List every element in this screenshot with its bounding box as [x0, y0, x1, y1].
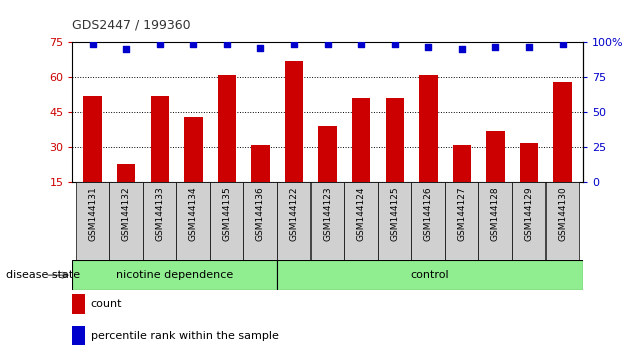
Point [558, 41, 568, 47]
Text: GSM144136: GSM144136 [256, 186, 265, 241]
Bar [109, 182, 142, 260]
Bar [176, 182, 210, 260]
Bar [72, 295, 84, 314]
Text: nicotine dependence: nicotine dependence [116, 270, 234, 280]
Text: GSM144134: GSM144134 [189, 186, 198, 241]
Point [323, 41, 333, 47]
Point [255, 45, 265, 51]
Bar [520, 143, 538, 217]
Bar [210, 182, 243, 260]
Point [490, 44, 500, 50]
Bar [72, 326, 84, 346]
Point [222, 41, 232, 47]
Bar [117, 164, 135, 217]
Bar [151, 96, 169, 217]
Bar [486, 131, 505, 217]
Bar [311, 182, 344, 260]
Bar [344, 182, 377, 260]
Text: GSM144135: GSM144135 [222, 186, 231, 241]
Point [121, 47, 131, 52]
Text: control: control [411, 270, 449, 280]
Point [524, 44, 534, 50]
Text: GSM144124: GSM144124 [357, 186, 365, 241]
Text: count: count [91, 299, 122, 309]
Bar [318, 126, 337, 217]
Bar [553, 82, 572, 217]
Bar [546, 182, 579, 260]
Text: GSM144131: GSM144131 [88, 186, 97, 241]
Point [155, 41, 165, 47]
Text: percentile rank within the sample: percentile rank within the sample [91, 331, 278, 341]
Point [289, 41, 299, 47]
Bar [277, 182, 311, 260]
Bar [352, 98, 370, 217]
Bar [453, 145, 471, 217]
Text: GSM144122: GSM144122 [290, 186, 299, 241]
Bar [378, 182, 411, 260]
Bar [478, 182, 512, 260]
Bar [251, 145, 270, 217]
Bar [419, 75, 438, 217]
Bar [184, 117, 202, 217]
Point [88, 41, 98, 47]
Bar [445, 182, 478, 260]
Text: GSM144128: GSM144128 [491, 186, 500, 241]
Bar [512, 182, 546, 260]
Bar [243, 182, 277, 260]
Bar [83, 96, 102, 217]
Text: GSM144133: GSM144133 [155, 186, 164, 241]
Bar [76, 182, 109, 260]
Text: GSM144127: GSM144127 [457, 186, 466, 241]
Text: GSM144125: GSM144125 [390, 186, 399, 241]
Text: GSM144123: GSM144123 [323, 186, 332, 241]
Text: GSM144132: GSM144132 [122, 186, 130, 241]
Text: GDS2447 / 199360: GDS2447 / 199360 [72, 19, 191, 32]
Text: GSM144126: GSM144126 [424, 186, 433, 241]
Bar [217, 75, 236, 217]
Bar [285, 61, 303, 217]
Bar [386, 98, 404, 217]
Text: GSM144129: GSM144129 [525, 186, 534, 241]
Point [423, 44, 433, 50]
Point [188, 41, 198, 47]
Text: disease state: disease state [6, 270, 81, 280]
Point [356, 41, 366, 47]
Point [457, 47, 467, 52]
Bar [143, 182, 176, 260]
Bar [277, 260, 583, 290]
Point [390, 41, 400, 47]
Bar [72, 260, 277, 290]
Text: GSM144130: GSM144130 [558, 186, 567, 241]
Bar [411, 182, 445, 260]
